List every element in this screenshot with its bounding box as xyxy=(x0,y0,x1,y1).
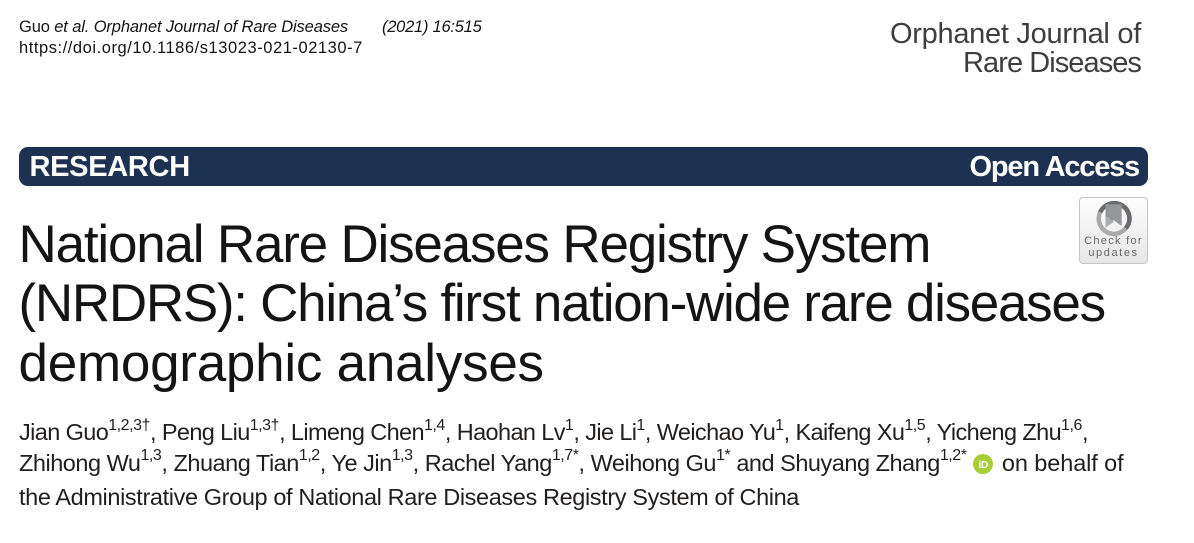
svg-text:iD: iD xyxy=(978,459,988,471)
